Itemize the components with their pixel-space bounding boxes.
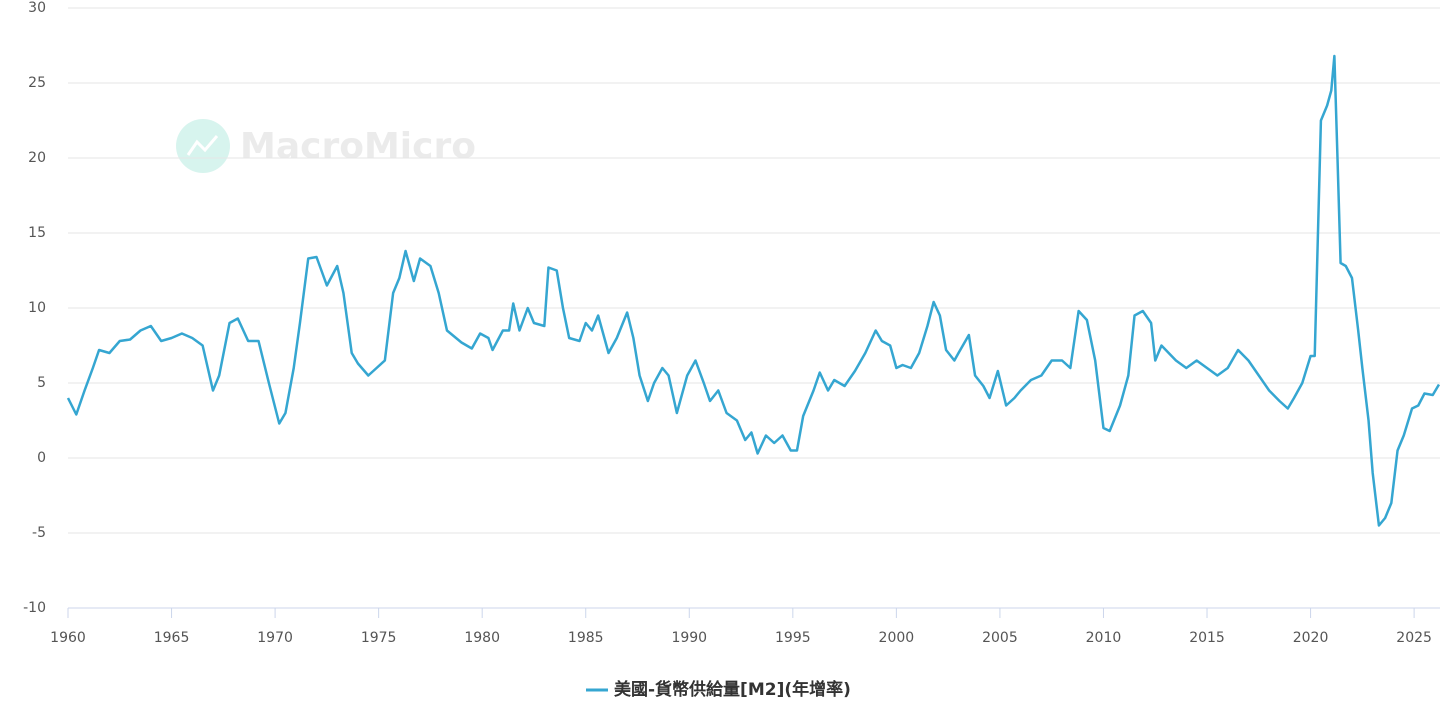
y-tick-label: 25 bbox=[28, 75, 46, 91]
x-tick-label: 2020 bbox=[1293, 630, 1329, 646]
x-tick-label: 2025 bbox=[1396, 630, 1432, 646]
y-tick-label: 15 bbox=[28, 225, 46, 241]
x-tick-label: 1995 bbox=[775, 630, 811, 646]
x-tick-label: 1980 bbox=[464, 630, 500, 646]
x-tick-label: 1960 bbox=[50, 630, 86, 646]
y-tick-label: -10 bbox=[23, 600, 46, 616]
watermark-icon bbox=[176, 119, 230, 173]
legend: 美國-貨幣供給量[M2](年增率) bbox=[586, 679, 851, 700]
x-tick-label: 2010 bbox=[1086, 630, 1122, 646]
y-tick-label: 5 bbox=[37, 375, 46, 391]
data-line bbox=[66, 54, 1441, 527]
y-tick-label: -5 bbox=[32, 525, 46, 541]
y-tick-label: 10 bbox=[28, 300, 46, 316]
watermark-text: MacroMicro bbox=[240, 126, 476, 167]
y-tick-label: 0 bbox=[37, 450, 46, 466]
x-tick-label: 1985 bbox=[568, 630, 604, 646]
x-tick-label: 2000 bbox=[879, 630, 915, 646]
x-tick-label: 1975 bbox=[361, 630, 397, 646]
x-tick-label: 1970 bbox=[257, 630, 293, 646]
x-tick-label: 1990 bbox=[671, 630, 707, 646]
x-tick-label: 2005 bbox=[982, 630, 1018, 646]
watermark: MacroMicro bbox=[176, 119, 476, 173]
x-tick-label: 2015 bbox=[1189, 630, 1225, 646]
y-tick-label: 30 bbox=[28, 0, 46, 16]
y-tick-label: 20 bbox=[28, 150, 46, 166]
legend-label: 美國-貨幣供給量[M2](年增率) bbox=[614, 679, 851, 700]
x-tick-label: 1965 bbox=[154, 630, 190, 646]
watermark-icon-line bbox=[186, 135, 219, 156]
